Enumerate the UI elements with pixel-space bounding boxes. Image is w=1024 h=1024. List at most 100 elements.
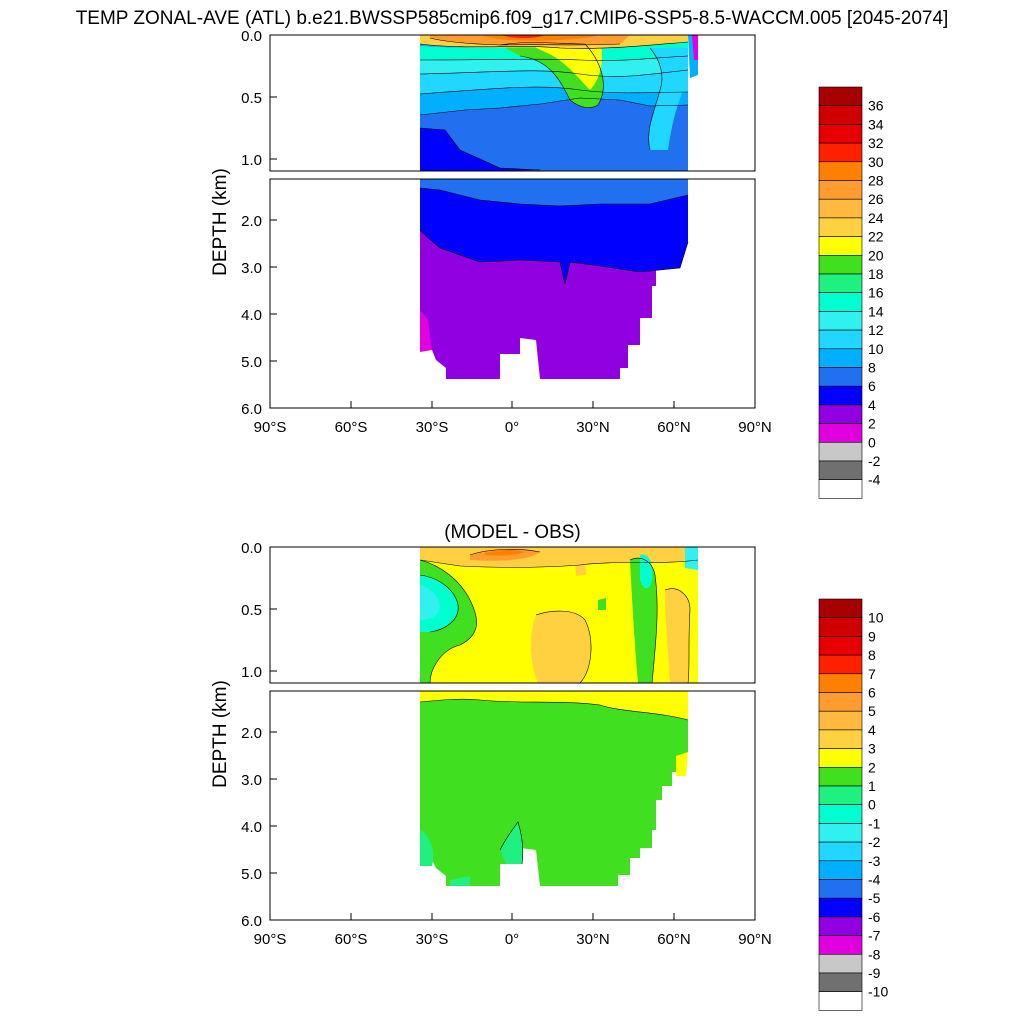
x-tick-label: 30°N [576,931,610,948]
y-tick-label: 4.0 [241,307,262,324]
colorbar-swatch [818,841,863,862]
y-tick-label: 2.0 [241,725,262,742]
colorbar-swatch [818,804,863,824]
colorbar-label: 32 [868,135,884,151]
colorbar-swatch [818,460,863,481]
colorbar-label: 10 [868,341,884,357]
y-tick-label: 0.0 [241,28,262,45]
colorbar-label: -8 [868,946,881,962]
colorbar-swatch [818,729,863,749]
colorbar-swatch [818,86,863,107]
upper-box-frame [269,34,756,172]
upper-box-frame [269,546,756,684]
x-tick-label: 0° [505,419,519,436]
x-tick-label: 60°N [657,931,691,948]
colorbar-label: 5 [868,703,876,719]
lower-field-temperature [419,179,689,379]
colorbar-label: -1 [868,815,881,831]
colorbar-swatch [818,972,863,993]
colorbar-swatch [818,311,863,331]
x-tick-label: 60°S [335,419,368,436]
colorbar-swatch [818,441,863,462]
x-tick-label: 30°S [416,931,449,948]
colorbar-label: 0 [868,797,876,813]
colorbar-label: 36 [868,98,884,114]
colorbar-label: 6 [868,378,876,394]
y-tick-label: 5.0 [241,866,262,883]
colorbar-swatch [818,348,863,368]
colorbar-swatch [818,367,863,387]
colorbar-swatch [818,692,863,712]
colorbar-label: 2 [868,759,876,775]
colorbar-label: 8 [868,360,876,376]
colorbar-label: 3 [868,741,876,757]
y-tick-label: 1.0 [241,152,262,169]
colorbar-label: -4 [868,872,881,888]
colorbar-label: 18 [868,266,884,282]
x-tick-marks [269,34,756,408]
colorbar-swatch [818,404,863,424]
colorbar-swatch [818,217,863,237]
colorbar-swatch [818,180,863,200]
colorbar-swatch [818,273,863,294]
colorbar-swatch [818,916,863,936]
x-tick-label: 90°S [254,931,287,948]
colorbar-label: -3 [868,853,881,869]
colorbar-label: 10 [868,610,884,626]
colorbar-swatch [818,385,863,406]
colorbar-label: 9 [868,628,876,644]
colorbar-swatch [818,161,863,181]
y-tick-label: 0.0 [241,540,262,557]
x-tick-label: 30°N [576,419,610,436]
colorbar-swatch [818,785,863,806]
colorbar-label: 34 [868,116,884,132]
x-tick-label: 90°N [738,931,772,948]
colorbar-swatch [818,198,863,219]
y-tick-label: 3.0 [241,772,262,789]
colorbar-label: 12 [868,322,884,338]
colorbar-swatch [818,823,863,843]
colorbar-swatch [818,991,863,1011]
colorbar-swatch [818,636,863,656]
colorbar-label: -9 [868,965,881,981]
y-tick-label: 6.0 [241,913,262,930]
colorbar-label: -2 [868,834,881,850]
colorbar-swatch [818,105,863,125]
panel-temperature: 90°S 60°S 30°S 0° 30°N 60°N 90°N 0.0 0.5… [210,28,884,499]
colorbar-swatch [818,617,863,637]
colorbar-label: -7 [868,928,881,944]
colorbar-swatch [818,142,863,163]
colorbar-label: 22 [868,229,884,245]
y-tick-label: 4.0 [241,819,262,836]
colorbar-label: -10 [868,984,888,1000]
colorbar-label: 14 [868,303,884,319]
upper-field-difference [419,547,699,683]
colorbar-label: -6 [868,909,881,925]
colorbar-swatch [818,423,863,443]
x-tick-label: 60°N [657,419,691,436]
colorbar-swatch [818,479,863,499]
lower-field-difference [419,691,689,886]
x-tick-label: 90°N [738,419,772,436]
colorbar-swatch [818,124,863,144]
y-tick-label: 5.0 [241,354,262,371]
colorbar-label: -4 [868,472,881,488]
colorbar-label: 24 [868,210,884,226]
x-tick-label: 60°S [335,931,368,948]
y-axis-label: DEPTH (km) [210,680,231,788]
lower-panel-title: (MODEL - OBS) [444,522,581,543]
colorbar-label: 4 [868,397,876,413]
colorbar-label: 20 [868,247,884,263]
colorbar-swatch [818,748,863,768]
colorbar-swatch [818,236,863,256]
colorbar-label: 2 [868,416,876,432]
colorbar-swatch [818,598,863,619]
y-tick-label: 1.0 [241,664,262,681]
colorbar-swatch [818,673,863,693]
colorbar-label: 4 [868,722,876,738]
colorbar-swatch [818,710,863,731]
colorbar-label: -5 [868,890,881,906]
